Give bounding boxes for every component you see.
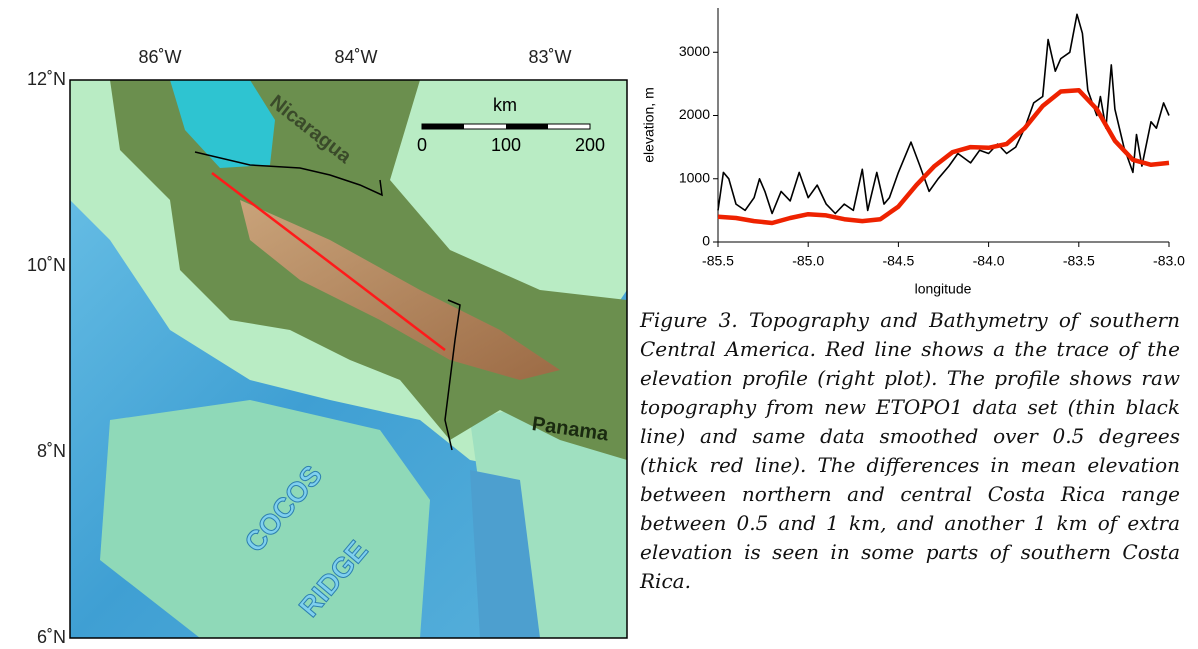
lat-label: 12˚N xyxy=(27,69,66,89)
x-axis-label: longitude xyxy=(915,281,972,297)
caption: Figure 3. Topography and Bathymetry of s… xyxy=(640,306,1180,596)
lon-label: 84˚W xyxy=(334,47,377,67)
y-tick-label: 0 xyxy=(702,233,710,249)
lon-label: 83˚W xyxy=(528,47,571,67)
scale-label: 100 xyxy=(491,135,521,155)
scale-segment xyxy=(506,124,548,129)
y-tick-label: 3000 xyxy=(679,43,710,59)
page: 12˚N 10˚N 8˚N 6˚N 86˚W 84˚W 83˚W Nicarag… xyxy=(0,0,1198,649)
x-tick-label: -85.5 xyxy=(702,253,734,269)
lat-label: 8˚N xyxy=(37,441,66,461)
scale-unit: km xyxy=(493,95,517,115)
scale-label: 0 xyxy=(417,135,427,155)
lon-label: 86˚W xyxy=(138,47,181,67)
x-tick-label: -85.0 xyxy=(792,253,824,269)
lat-label: 10˚N xyxy=(27,255,66,275)
map: 12˚N 10˚N 8˚N 6˚N 86˚W 84˚W 83˚W Nicarag… xyxy=(0,0,640,649)
x-tick-label: -83.5 xyxy=(1063,253,1095,269)
y-axis-label: elevation, m xyxy=(641,87,657,162)
y-tick-label: 1000 xyxy=(679,169,710,185)
x-tick-label: -84.5 xyxy=(882,253,914,269)
scale-label: 200 xyxy=(575,135,605,155)
series-line xyxy=(718,90,1169,223)
y-tick-label: 2000 xyxy=(679,106,710,122)
scale-segment xyxy=(422,124,464,129)
x-tick-label: -83.0 xyxy=(1153,253,1185,269)
profile-chart: elevation, m longitude 0 1000 2000 3000 -85.… xyxy=(640,0,1198,305)
lat-label: 6˚N xyxy=(37,627,66,647)
x-tick-label: -84.0 xyxy=(973,253,1005,269)
